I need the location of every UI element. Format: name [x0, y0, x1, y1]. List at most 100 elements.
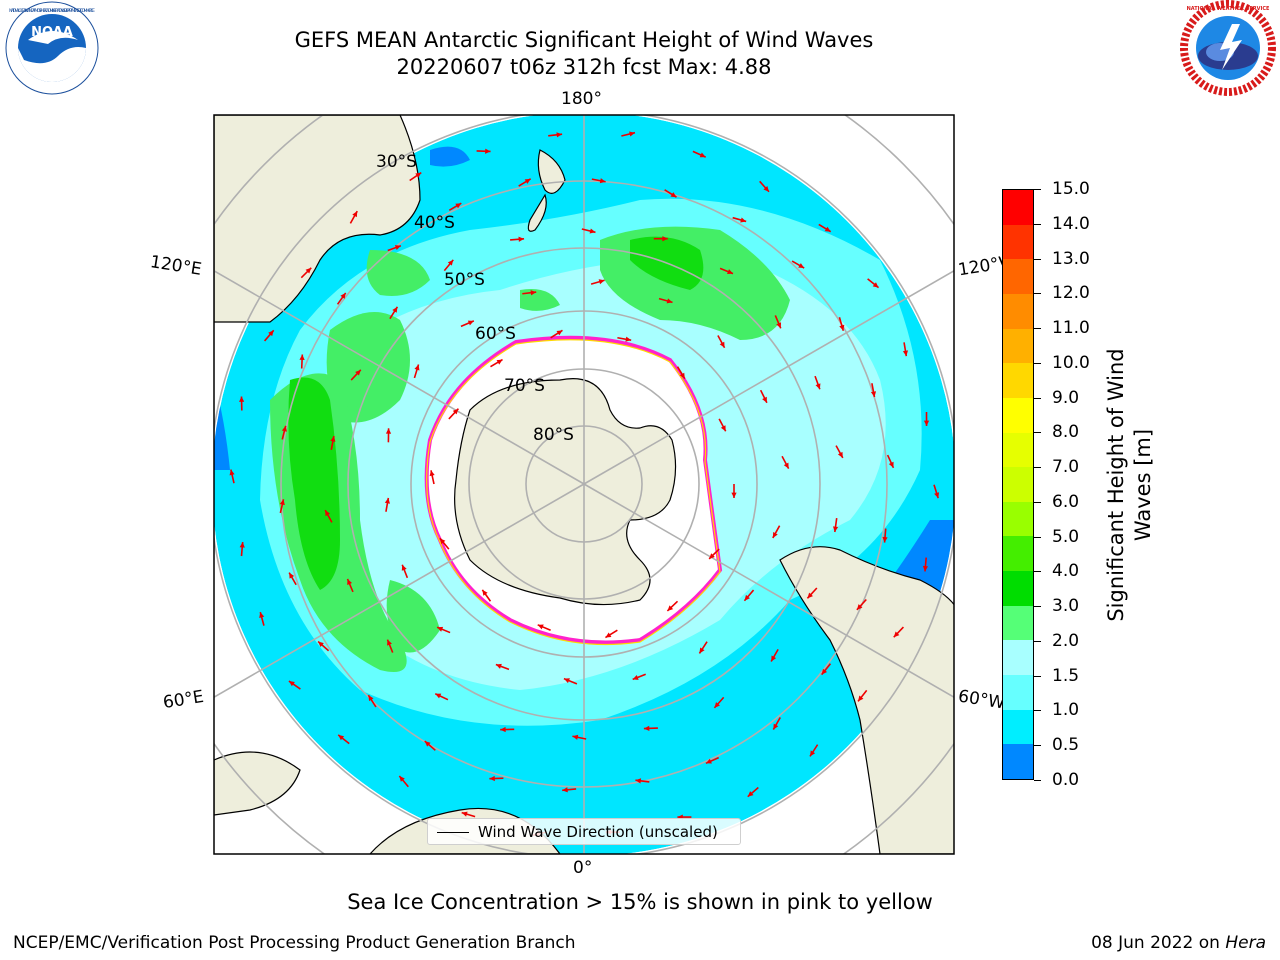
wave-direction-arrowhead	[572, 734, 579, 740]
colorbar-tick-label: 13.0	[1052, 248, 1090, 269]
lat-label-40s: 40°S	[414, 213, 455, 233]
wave-direction-arrowhead	[783, 462, 789, 469]
colorbar-tick	[1034, 467, 1041, 469]
colorbar-segment	[1003, 432, 1033, 468]
lat-label-60s: 60°S	[475, 324, 516, 344]
colorbar-tick-label: 12.0	[1052, 283, 1090, 304]
wave-direction-arrowhead	[740, 217, 747, 223]
wave-direction-arrowhead	[414, 364, 420, 371]
wave-direction-arrowhead	[318, 641, 324, 648]
colorbar-tick	[1034, 536, 1041, 538]
colorbar-tick-label: 8.0	[1052, 422, 1080, 443]
wave-direction-arrowhead	[893, 631, 900, 638]
chart-subtitle: 20220607 t06z 312h fcst Max: 4.88	[396, 55, 772, 79]
colorbar-segment	[1003, 571, 1033, 607]
colorbar-segment	[1003, 224, 1033, 260]
wave-direction-arrowhead	[338, 734, 345, 741]
wave-direction-arrowhead	[771, 655, 777, 662]
colorbar-tick-label: 9.0	[1052, 387, 1080, 408]
colorbar-tick-label: 1.5	[1052, 665, 1080, 686]
wave-direction-arrowhead	[727, 269, 734, 275]
colorbar-segment	[1003, 397, 1033, 434]
wave-direction-arrowhead	[882, 536, 888, 543]
wave-direction-arrowhead	[424, 741, 431, 747]
colorbar-tick-label: 10.0	[1052, 352, 1090, 373]
wave-direction-arrowhead	[747, 791, 754, 797]
wave-direction-arrowhead	[815, 383, 821, 390]
wave-direction-arrowhead	[467, 320, 474, 326]
colorbar-segment	[1003, 675, 1033, 711]
colorbar-tick-label: 5.0	[1052, 526, 1080, 547]
colorbar-tick-label: 11.0	[1052, 318, 1090, 339]
wave-direction-arrowhead	[500, 726, 506, 733]
noaa-logo-text: NOAA	[31, 25, 73, 40]
wave-direction-arrowhead	[934, 492, 940, 499]
wave-direction-arrowhead	[259, 612, 265, 619]
wave-direction-arrowhead	[330, 436, 336, 442]
wave-direction-arrowhead	[709, 553, 715, 559]
wave-direction-arrowhead	[807, 592, 813, 599]
wave-direction-arrowhead	[347, 578, 353, 585]
colorbar-tick-label: 1.0	[1052, 700, 1080, 721]
wave-direction-arrowhead	[401, 564, 407, 571]
wave-direction-arrowhead	[635, 778, 642, 784]
wave-direction-arrowhead	[773, 723, 779, 730]
wave-direction-arrowhead	[355, 369, 361, 376]
colorbar-tick-label: 0.0	[1052, 770, 1080, 790]
colorbar-tick-label: 7.0	[1052, 457, 1080, 478]
wave-direction-arrowhead	[744, 594, 750, 601]
wave-direction-arrowhead	[399, 775, 405, 782]
colorbar-tick	[1034, 432, 1041, 434]
colorbar-tick	[1034, 397, 1041, 399]
wave-direction-arrowhead	[392, 306, 398, 313]
colorbar-segment	[1003, 605, 1033, 641]
wave-direction-arrowhead	[632, 674, 639, 680]
wave-direction-arrowhead	[923, 420, 930, 426]
wave-direction-arrowhead	[496, 359, 503, 365]
colorbar-tick	[1034, 640, 1041, 642]
noaa-logo: NOAA NATIONAL OCEANIC AND ATMOSPHERIC AD…	[5, 1, 99, 95]
wave-direction-arrowhead	[824, 226, 831, 232]
legend-label: Wind Wave Direction (unscaled)	[478, 823, 718, 841]
footer-date: 08 Jun 2022 on Hera	[1091, 933, 1266, 953]
wave-direction-arrowhead	[429, 470, 435, 477]
footer-date-text: 08 Jun 2022 on	[1091, 933, 1226, 953]
wave-direction-arrowhead	[798, 263, 805, 269]
wave-direction-arrowhead	[556, 132, 563, 138]
wave-direction-arrowhead	[625, 336, 632, 342]
colorbar-tick-label: 14.0	[1052, 213, 1090, 234]
colorbar-tick-label: 4.0	[1052, 561, 1080, 582]
wave-direction-arrowhead	[856, 604, 863, 610]
wave-direction-arrowhead	[837, 451, 843, 458]
lon-label-180: 180°	[561, 89, 602, 109]
wave-direction-arrowhead	[562, 787, 568, 793]
lat-label-70s: 70°S	[504, 376, 545, 396]
chart-title: GEFS MEAN Antarctic Significant Height o…	[294, 28, 874, 52]
wave-direction-arrowhead	[352, 211, 358, 218]
wave-direction-arrowhead	[524, 178, 531, 184]
lat-label-30s: 30°S	[376, 152, 417, 172]
wave-direction-arrowhead	[289, 572, 295, 579]
wave-direction-arrowhead	[762, 396, 767, 403]
colorbar-segment	[1003, 640, 1033, 676]
wave-direction-arrowhead	[281, 425, 287, 432]
wave-direction-arrowhead	[495, 663, 502, 669]
wave-direction-arrowhead	[589, 228, 596, 234]
colorbar-tick	[1034, 780, 1041, 781]
colorbar-tick	[1034, 571, 1041, 573]
wave-direction-arrowhead	[872, 282, 879, 288]
colorbar-segment	[1003, 259, 1033, 295]
colorbar-tick	[1034, 223, 1041, 225]
wave-direction-arrowhead	[452, 408, 459, 415]
wave-direction-arrowhead	[437, 626, 444, 632]
wave-direction-arrowhead	[679, 372, 685, 379]
wave-direction-arrowhead	[776, 322, 782, 329]
colorbar-segment	[1003, 467, 1033, 503]
graticule	[214, 115, 954, 854]
colorbar-tick	[1034, 675, 1041, 677]
wave-direction-arrowhead	[368, 695, 374, 702]
wave-direction-arrowhead	[599, 178, 606, 184]
wave-direction-arrowhead	[667, 605, 674, 611]
wave-direction-arrowhead	[563, 678, 570, 684]
wave-direction-arrowhead	[299, 354, 305, 361]
